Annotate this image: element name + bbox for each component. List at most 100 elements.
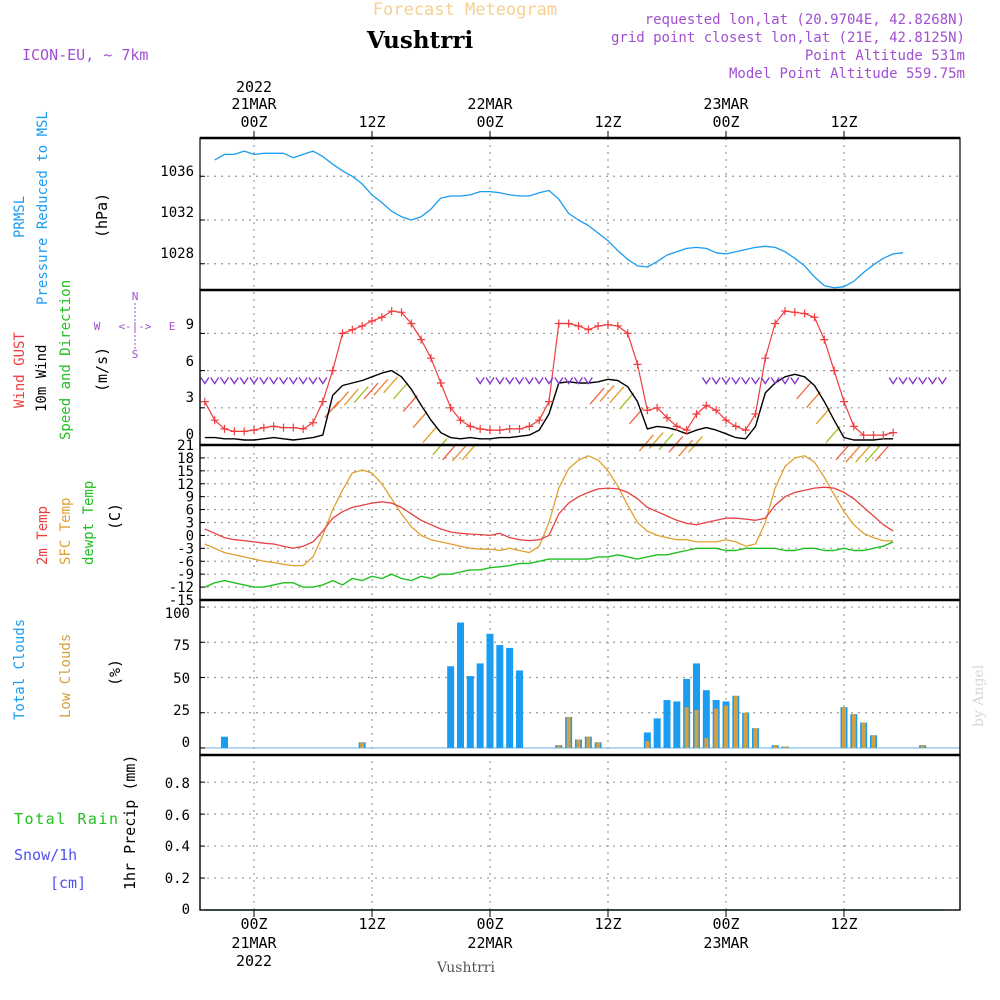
wind-dir-arrow-57 xyxy=(760,377,770,385)
gust-marker-26 xyxy=(456,416,465,425)
wind-barb-0-12 xyxy=(363,382,379,400)
gust-marker-65 xyxy=(839,397,848,406)
total-cloud-bar-5 xyxy=(476,663,484,748)
wind-barb-0-18 xyxy=(422,425,438,443)
gust-marker-1 xyxy=(210,416,219,425)
wind-barb-1-41 xyxy=(648,432,664,450)
gust-marker-66 xyxy=(849,422,858,431)
sfc-temp-line xyxy=(204,455,894,567)
gust-marker-36 xyxy=(554,319,563,328)
gust-marker-12 xyxy=(318,397,327,406)
wind-dir-arrow-35 xyxy=(544,377,554,385)
footer-location: Vushtrri xyxy=(436,960,495,976)
low-cloud-bar-24 xyxy=(684,707,689,748)
gust-marker-0 xyxy=(200,397,209,406)
wind-barb-0-14 xyxy=(383,376,399,394)
tick-temp-2: -9 xyxy=(177,567,194,583)
top-tick-2: 12Z xyxy=(358,113,385,131)
wind-barb-0-8 xyxy=(324,401,340,419)
label-percent: (%) xyxy=(106,659,124,686)
tick-temp-12: 21 xyxy=(177,438,194,454)
tick-cloud-75: 75 xyxy=(173,638,190,654)
total-cloud-bar-0 xyxy=(221,736,229,748)
wind-barb-2-63 xyxy=(864,445,880,463)
wind-dir-arrow-59 xyxy=(780,377,790,385)
gust-marker-28 xyxy=(476,424,485,433)
tick-wind-6: 6 xyxy=(186,354,194,370)
low-cloud-bar-11 xyxy=(556,745,561,748)
gust-marker-37 xyxy=(564,319,573,328)
wind-dir-arrow-53 xyxy=(721,377,731,385)
gust-marker-39 xyxy=(584,325,593,334)
gust-marker-10 xyxy=(299,424,308,433)
gust-marker-38 xyxy=(574,321,583,330)
top-tick-3: 00Z xyxy=(476,113,503,131)
gust-marker-55 xyxy=(741,426,750,435)
wind-dir-arrow-38 xyxy=(573,377,584,385)
wind-dir-arrow-5 xyxy=(249,377,259,385)
model-label: ICON-EU, ~ 7km xyxy=(22,46,148,64)
gust-marker-54 xyxy=(731,422,740,431)
wind-dir-arrow-6 xyxy=(259,377,269,385)
top-tick-6: 12Z xyxy=(830,113,857,131)
wind-barb-2-56 xyxy=(796,382,812,400)
gust-marker-60 xyxy=(790,308,799,317)
wind-barb-0-15 xyxy=(393,382,408,400)
wind-dir-arrow-51 xyxy=(701,377,711,385)
wind-dir-arrow-31 xyxy=(505,377,515,385)
bottom-tick-2: 12Z xyxy=(358,915,385,933)
wind-barb-0-11 xyxy=(353,386,369,404)
gust-marker-52 xyxy=(712,406,721,415)
wind-dir-arrow-58 xyxy=(770,377,780,385)
wind-dir-arrow-56 xyxy=(750,377,761,385)
gust-marker-22 xyxy=(417,335,426,344)
wind-dir-arrow-1 xyxy=(210,377,220,385)
wind-barb-0-19 xyxy=(432,438,448,456)
total-cloud-bar-25 xyxy=(692,663,700,748)
compass-south: S xyxy=(132,348,139,361)
tick-precip-0: 0 xyxy=(182,902,190,918)
low-cloud-bar-33 xyxy=(782,746,787,748)
wind-barb-1-38 xyxy=(619,392,635,410)
gust-marker-67 xyxy=(859,431,868,440)
top-tick-1: 00Z xyxy=(240,113,267,131)
low-cloud-bar-37 xyxy=(841,707,846,748)
label-speed-direction: Speed and Direction xyxy=(58,280,74,440)
bottom-date-2: 22MAR xyxy=(467,934,513,952)
gust-marker-5 xyxy=(250,426,258,435)
wind-barb-1-42 xyxy=(658,433,674,451)
wind-barb-2-62 xyxy=(855,445,871,463)
tick-cloud-0: 0 xyxy=(182,735,190,751)
gust-marker-50 xyxy=(692,410,701,418)
wind-dir-arrow-28 xyxy=(475,377,485,385)
total-cloud-bar-7 xyxy=(496,645,504,748)
wind-barb-2-64 xyxy=(874,444,890,462)
gust-marker-62 xyxy=(810,313,819,322)
wind-dir-arrow-3 xyxy=(229,377,239,385)
tick-temp-9: 12 xyxy=(177,477,194,493)
dewpoint-line xyxy=(204,541,894,588)
wind-dir-arrow-2 xyxy=(219,377,230,385)
total-cloud-bar-23 xyxy=(673,701,681,748)
label-snow-cm: [cm] xyxy=(50,874,86,892)
temp-2m-line xyxy=(204,486,894,549)
wind-barb-2-59 xyxy=(825,425,841,443)
gust-marker-9 xyxy=(289,423,298,432)
low-cloud-bar-14 xyxy=(586,736,591,748)
compass-north: N xyxy=(132,290,139,303)
gust-marker-45 xyxy=(643,406,652,415)
wind-dir-arrow-34 xyxy=(534,377,544,385)
bottom-date-3: 23MAR xyxy=(703,934,749,952)
wind-dir-arrow-39 xyxy=(583,377,593,385)
label-2m-temp: 2m Temp xyxy=(35,506,51,565)
label-total-rain: Total Rain xyxy=(14,810,118,828)
low-cloud-bar-26 xyxy=(704,738,709,748)
wind-barb-1-40 xyxy=(638,434,654,452)
wind-gust-line xyxy=(204,310,894,436)
low-cloud-bar-29 xyxy=(733,695,738,748)
label-prmsl: PRMSL xyxy=(12,196,28,238)
gust-marker-25 xyxy=(446,403,455,412)
tick-temp-1: -12 xyxy=(169,580,194,596)
tick-1032: 1032 xyxy=(160,205,194,221)
gust-marker-64 xyxy=(830,366,839,375)
